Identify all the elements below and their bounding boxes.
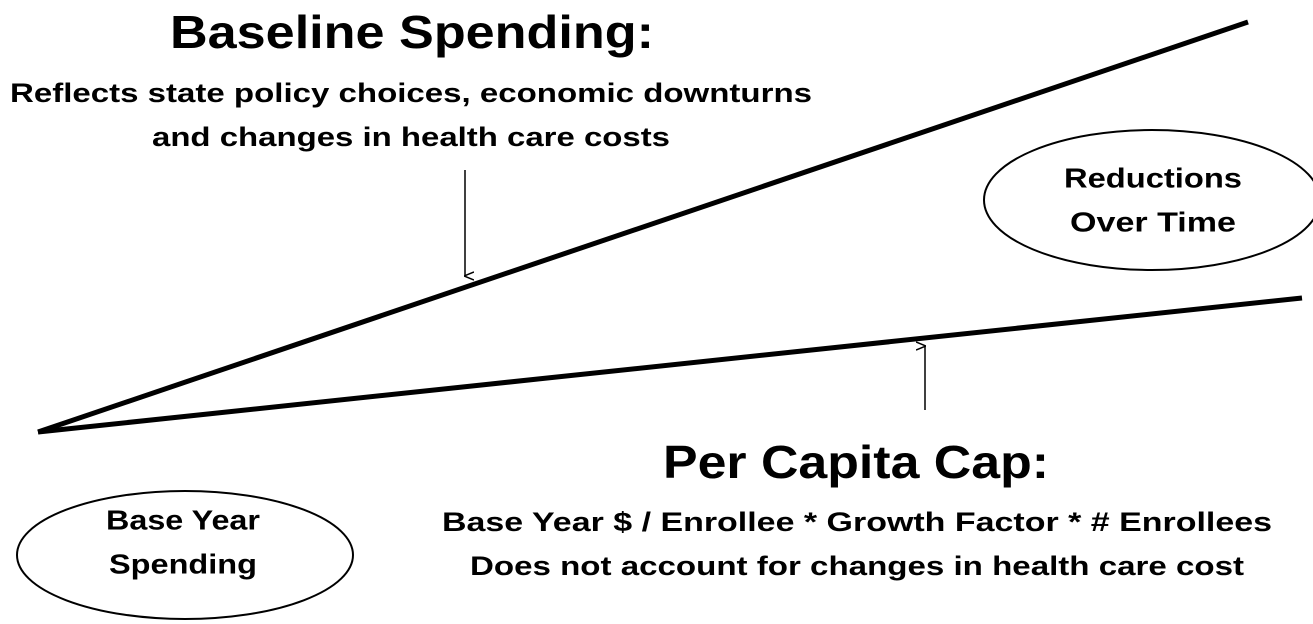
base-year-ellipse [16, 490, 354, 620]
reductions-line-2: Over Time [1070, 206, 1236, 237]
baseline-line-1: Reflects state policy choices, economic … [10, 78, 812, 108]
reductions-line-1: Reductions [1064, 162, 1242, 193]
base-year-line-2: Spending [109, 548, 257, 579]
cap-title: Per Capita Cap: [663, 436, 1049, 488]
baseline-title: Baseline Spending: [170, 6, 654, 58]
cap-line-1: Base Year $ / Enrollee * Growth Factor *… [442, 507, 1272, 537]
cap-line [37, 295, 1303, 435]
baseline-line-2: and changes in health care costs [152, 122, 670, 152]
reductions-ellipse [983, 129, 1313, 271]
base-year-line-1: Base Year [106, 504, 260, 535]
cap-line-2: Does not account for changes in health c… [470, 551, 1244, 581]
baseline-line [37, 19, 1249, 435]
